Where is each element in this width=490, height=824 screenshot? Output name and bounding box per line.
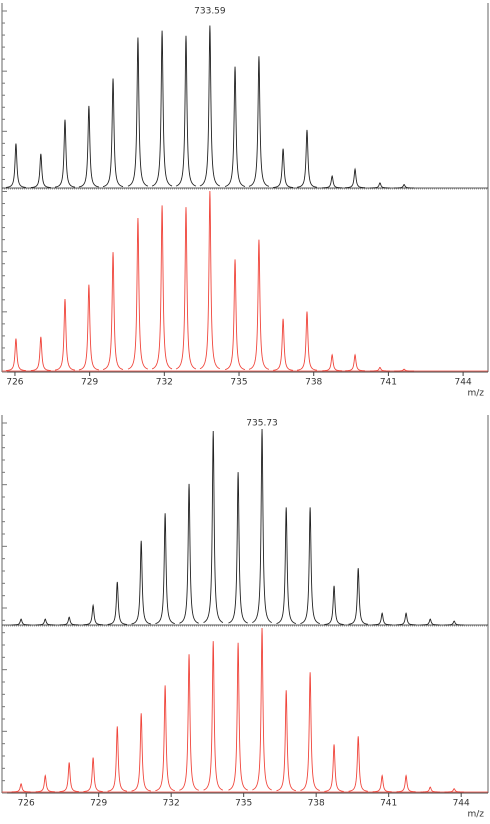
x-axis-label: m/z: [467, 389, 484, 399]
x-tick-label: 741: [380, 799, 397, 809]
peak: [83, 757, 103, 793]
peak: [396, 774, 416, 793]
peak: [228, 642, 248, 791]
peak: [203, 430, 224, 623]
peak: [127, 37, 149, 187]
peak: [30, 153, 51, 189]
x-tick-label: 726: [6, 378, 23, 388]
peak: [30, 336, 51, 372]
x-tick-label: 726: [18, 799, 35, 809]
peak: [83, 603, 103, 626]
x-tick-label: 732: [163, 799, 180, 809]
peak: [228, 472, 248, 624]
peak: [396, 612, 416, 626]
peak: [394, 368, 415, 372]
x-tick-label: 735: [235, 799, 252, 809]
x-tick-label: 744: [455, 378, 472, 388]
peak: [78, 105, 99, 188]
peak: [155, 685, 175, 792]
peak: [276, 690, 296, 792]
peak: [59, 762, 79, 793]
peak: [348, 736, 368, 792]
peak: [296, 311, 318, 371]
peak: [300, 507, 320, 624]
peak: [203, 641, 224, 791]
peak: [372, 612, 392, 626]
peak: [324, 585, 344, 625]
peak: [224, 66, 246, 187]
peak: [107, 581, 127, 625]
peak: [107, 726, 128, 792]
peak: [199, 190, 221, 370]
x-tick-label: 732: [156, 378, 173, 388]
peak: [248, 239, 270, 370]
peak: [11, 618, 31, 626]
peak: [372, 774, 392, 793]
peak: [420, 786, 440, 793]
peak: [322, 353, 343, 372]
peak: [54, 119, 76, 188]
peak: [322, 174, 343, 189]
peak: [273, 318, 294, 371]
peak: [5, 338, 26, 372]
peak: [345, 167, 366, 189]
peak: [300, 672, 320, 791]
peak: [369, 182, 390, 189]
x-tick-label: 735: [230, 378, 247, 388]
peak: [348, 568, 368, 625]
peak: [155, 513, 175, 625]
peak-label: 733.59: [194, 7, 226, 17]
peak: [252, 428, 272, 623]
peak: [276, 507, 297, 624]
peak: [273, 148, 294, 188]
peak: [59, 616, 79, 626]
x-tick-label: 741: [380, 378, 397, 388]
peak: [11, 782, 31, 793]
peak: [179, 483, 199, 624]
peak: [179, 654, 199, 791]
peak: [369, 366, 390, 372]
peak: [420, 618, 440, 626]
peak: [444, 620, 464, 626]
peak: [248, 56, 270, 187]
peak: [78, 284, 99, 371]
peak: [444, 788, 464, 793]
peak: [252, 627, 272, 791]
x-axis-label: m/z: [467, 810, 484, 820]
peak: [199, 25, 221, 187]
peak: [131, 713, 151, 792]
peak: [127, 217, 149, 370]
peak: [394, 184, 415, 189]
peak: [345, 353, 366, 372]
x-tick-label: 738: [308, 799, 325, 809]
peak: [35, 618, 55, 626]
peak: [131, 540, 151, 625]
x-tick-label: 729: [81, 378, 98, 388]
peak: [324, 744, 344, 792]
peak: [151, 30, 173, 187]
peak-label: 735.73: [246, 419, 278, 429]
x-tick-label: 729: [90, 799, 107, 809]
peak: [175, 207, 197, 370]
peak: [224, 259, 246, 371]
peak: [102, 78, 124, 188]
peak: [5, 143, 26, 188]
peak: [54, 298, 76, 371]
peak: [102, 252, 124, 370]
x-tick-label: 738: [305, 378, 322, 388]
x-tick-label: 744: [453, 799, 470, 809]
peak: [175, 35, 197, 187]
peak: [296, 129, 318, 188]
peak: [35, 774, 55, 793]
peak: [151, 205, 173, 370]
